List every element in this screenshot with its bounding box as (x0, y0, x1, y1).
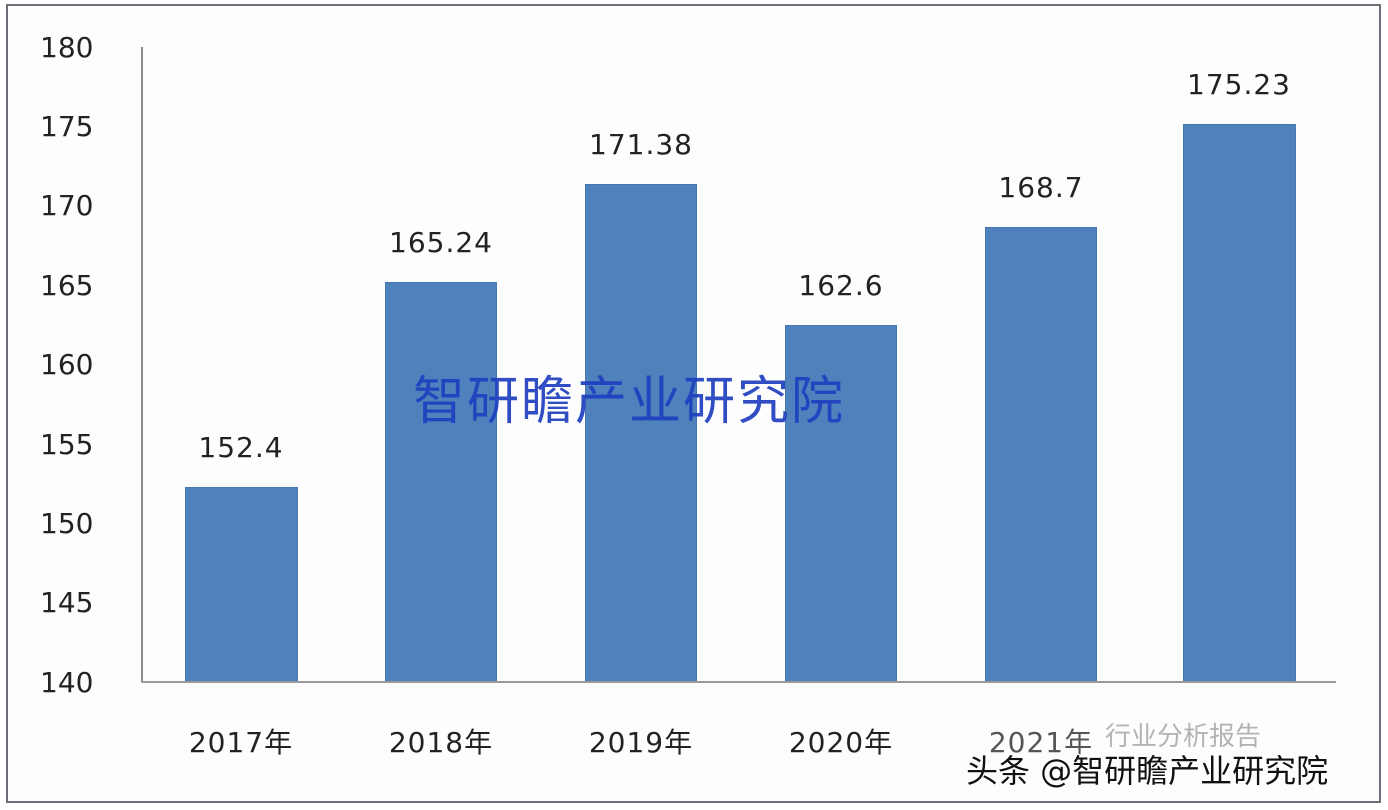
y-tick-160: 160 (40, 348, 94, 381)
x-label-2020: 2020年 (788, 726, 894, 759)
watermark-bottom: 头条 @智研瞻产业研究院 (966, 752, 1329, 790)
watermark-center: 智研瞻产业研究院 (413, 372, 846, 432)
bar-2017 (185, 487, 298, 682)
y-tick-165: 165 (40, 269, 94, 302)
y-tick-150: 150 (40, 507, 94, 540)
bar-2020 (785, 325, 897, 682)
value-label-2022: 175.23 (1187, 68, 1291, 101)
x-label-2018: 2018年 (388, 726, 494, 759)
bar-2022 (1183, 124, 1296, 682)
value-label-2019: 171.38 (589, 128, 693, 161)
bar-2021 (985, 227, 1097, 682)
y-tick-155: 155 (40, 428, 94, 461)
y-tick-175: 175 (40, 110, 94, 143)
y-tick-145: 145 (40, 586, 94, 619)
bar-2018 (385, 282, 497, 682)
value-label-2017: 152.4 (198, 431, 284, 464)
x-label-2021: 2021年 (988, 726, 1094, 759)
y-tick-180: 180 (40, 31, 94, 64)
y-tick-170: 170 (40, 189, 94, 222)
watermark-ghost: 行业分析报告 (1105, 722, 1262, 752)
value-label-2020: 162.6 (798, 269, 884, 302)
bar-2019 (585, 184, 697, 682)
y-axis-line (141, 47, 143, 683)
x-label-2019: 2019年 (588, 726, 694, 759)
value-label-2021: 168.7 (998, 171, 1084, 204)
value-label-2018: 165.24 (389, 226, 493, 259)
x-axis-line (141, 681, 1336, 683)
y-tick-140: 140 (40, 666, 94, 699)
x-label-2017: 2017年 (188, 726, 294, 759)
